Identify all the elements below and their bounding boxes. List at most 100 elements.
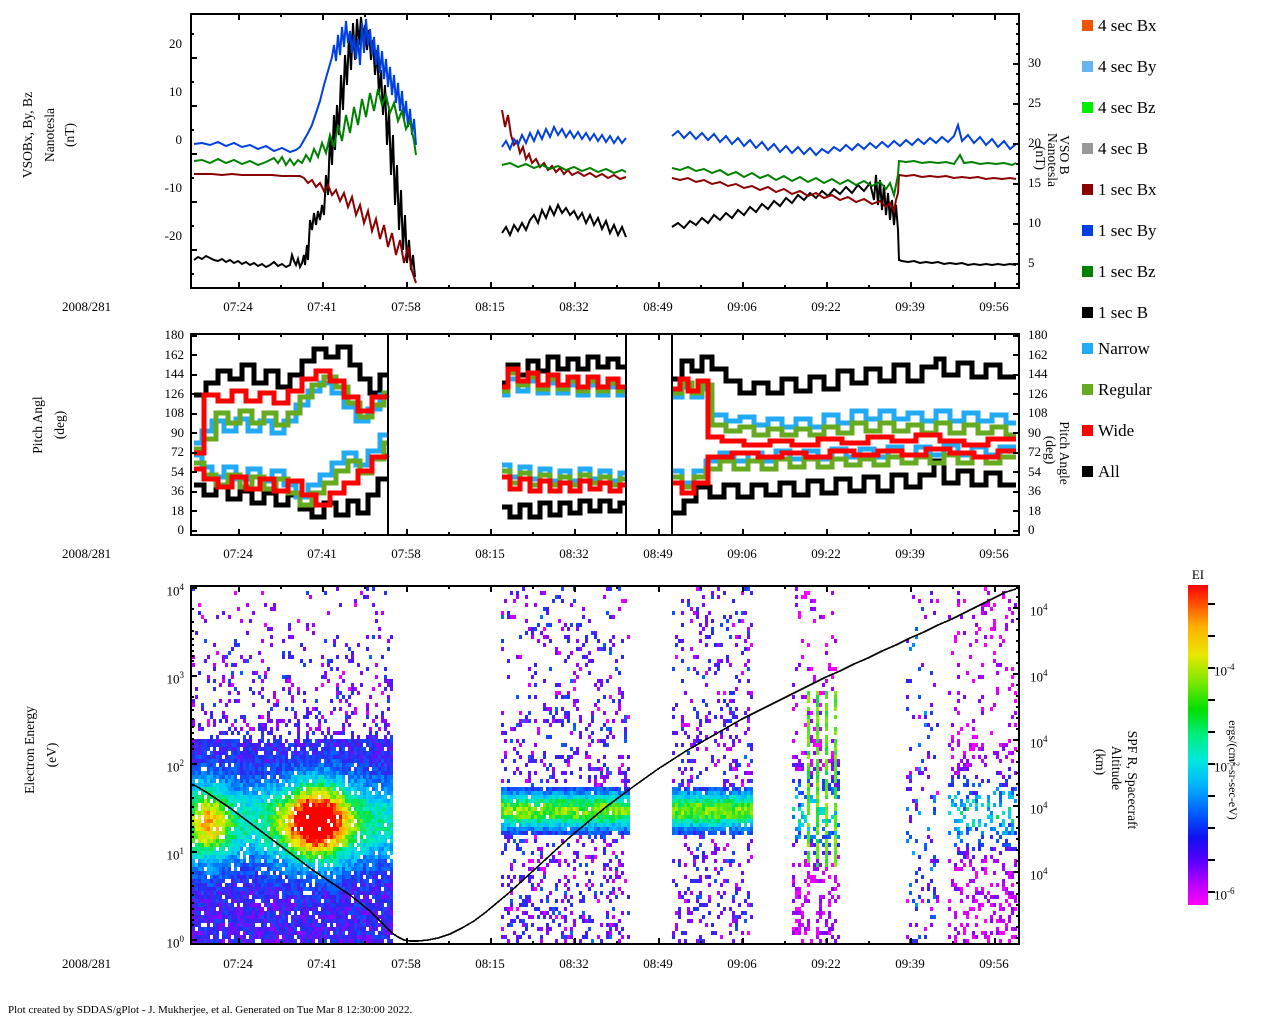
legend-label: 1 sec By (1098, 220, 1157, 240)
pitch-xtick-1: 07:41 (307, 546, 337, 561)
mag-rtick-15: 15 (1028, 175, 1041, 190)
pitch-xtick-7: 09:22 (811, 546, 841, 561)
legend-item-narrow[interactable]: Narrow (1082, 337, 1150, 359)
mag-xtick-6: 09:06 (727, 299, 757, 314)
spec-xtick-3: 08:15 (475, 956, 505, 971)
legend-swatch-icon (1082, 101, 1093, 113)
legend-label: All (1098, 461, 1120, 481)
magnetic-right-axis-units: (nT) (1033, 128, 1048, 188)
legend-item-1-sec-bx[interactable]: 1 sec Bx (1082, 178, 1157, 200)
mag-xtick-3: 08:15 (475, 299, 505, 314)
magnetic-field-traces (193, 16, 1017, 284)
mag-xtick-4: 08:32 (559, 299, 589, 314)
mag-xtick-0: 07:24 (223, 299, 253, 314)
legend-swatch-icon (1082, 342, 1093, 354)
mag-xtick-5: 08:49 (643, 299, 673, 314)
pitch-left-title-line1: Pitch Angl (30, 396, 45, 454)
mag-xtick-7: 09:22 (811, 299, 841, 314)
pitch-ytick-72: 72 (171, 444, 184, 459)
mag-right-title-line3: (nT) (1033, 146, 1048, 170)
pitch-rtick-18: 18 (1028, 503, 1041, 518)
legend-swatch-icon (1082, 383, 1093, 395)
legend-item-1-sec-by[interactable]: 1 sec By (1082, 219, 1157, 241)
legend-swatch-icon (1082, 224, 1093, 236)
spec-right-title-line3: (km) (1093, 748, 1108, 776)
spec-ytick-1e4-exp: 4 (179, 582, 185, 592)
spec-rtick-4: 104 (1030, 866, 1048, 883)
spec-ytick-1e1-exp: 1 (179, 846, 185, 856)
legend-item-regular[interactable]: Regular (1082, 378, 1152, 400)
spec-xtick-4: 08:32 (559, 956, 589, 971)
pitch-rtick-126: 126 (1028, 386, 1048, 401)
legend-label: Wide (1098, 420, 1135, 440)
legend-label: 1 sec B (1098, 302, 1149, 322)
pitch-axis-ticks (190, 333, 1020, 536)
mag-ytick-10: 10 (169, 84, 182, 99)
spec-ytick-1e2-exp: 2 (179, 758, 185, 768)
pitch-ytick-90: 90 (171, 425, 184, 440)
pitch-ytick-126: 126 (164, 386, 185, 401)
spec-xtick-5: 08:49 (643, 956, 673, 971)
spec-ytick-1e4: 104 (166, 582, 185, 599)
spectrogram-left-axis-title: Electron Energy (22, 660, 37, 840)
pitch-xtick-4: 08:32 (559, 546, 589, 561)
legend-item-4-sec-b[interactable]: 4 sec B (1082, 137, 1148, 159)
legend-item-all[interactable]: All (1082, 460, 1120, 482)
spec-date-label: 2008/281 (62, 956, 112, 971)
pitch-right-title-line1: Pitch Angle (1057, 421, 1072, 485)
mag-xtick-8: 09:39 (895, 299, 925, 314)
legend-item-4-sec-by[interactable]: 4 sec By (1082, 55, 1157, 77)
pitch-date-label: 2008/281 (62, 546, 112, 561)
mag-xtick-2: 07:58 (391, 299, 421, 314)
spec-xtick-1: 07:41 (307, 956, 337, 971)
pitch-left-axis-title: Pitch Angl (30, 360, 45, 490)
legend-item-1-sec-bz[interactable]: 1 sec Bz (1082, 260, 1156, 282)
legend-swatch-icon (1082, 60, 1093, 72)
mag-left-title-line2: Nanotesla (42, 108, 57, 162)
pitch-xtick-3: 08:15 (475, 546, 505, 561)
legend-label: 1 sec Bz (1098, 261, 1156, 281)
spec-ytick-1e0: 100 (166, 934, 185, 951)
spec-rtick-0: 104 (1030, 602, 1048, 619)
magnetic-plot-frame (190, 13, 1020, 289)
pitch-rtick-90: 90 (1028, 425, 1041, 440)
magnetic-left-axis (190, 13, 1020, 289)
legend-item-1-sec-b[interactable]: 1 sec B (1082, 301, 1148, 323)
spec-rtick-3: 104 (1030, 800, 1048, 817)
legend-swatch-icon (1082, 306, 1093, 318)
spec-xtick-6: 09:06 (727, 956, 757, 971)
legend-item-wide[interactable]: Wide (1082, 419, 1134, 441)
pitch-right-axis-title: Pitch Angle (1057, 398, 1072, 508)
mag-ytick-0: 0 (175, 132, 183, 147)
spec-left-title-line2: (eV) (44, 742, 59, 768)
pitch-rtick-108: 108 (1028, 405, 1048, 420)
mag-left-title-line1: VSOBx, By, Bz (20, 91, 35, 179)
spec-ytick-1e1: 101 (166, 846, 185, 863)
mag-ytick-20: 20 (169, 36, 182, 51)
pitch-ytick-162: 162 (164, 347, 185, 362)
pitch-ytick-36: 36 (171, 483, 184, 498)
spec-ytick-1e2: 102 (166, 758, 185, 775)
spectrogram-right-axis-title: SPF R, Spacecraft (1125, 690, 1140, 870)
magnetic-left-axis-units: (nT) (62, 90, 77, 180)
colorbar-tick-1e-4: 10-4 (1214, 662, 1235, 679)
pitch-xtick-6: 09:06 (727, 546, 757, 561)
spec-left-title-line1: Electron Energy (22, 706, 37, 794)
mag-left-title-line3: (nT) (62, 123, 77, 147)
spectrogram-right-axis-units: (km) (1093, 732, 1108, 792)
pitch-ytick-54: 54 (171, 464, 184, 479)
mag-rtick-30: 30 (1028, 55, 1041, 70)
pitch-ytick-180: 180 (164, 327, 185, 342)
pitch-right-axis-units: (deg) (1043, 420, 1058, 480)
pitch-xtick-5: 08:49 (643, 546, 673, 561)
legend-label: Narrow (1098, 338, 1150, 358)
legend-item-4-sec-bx[interactable]: 4 sec Bx (1082, 14, 1157, 36)
spec-xtick-8: 09:39 (895, 956, 925, 971)
legend-item-4-sec-bz[interactable]: 4 sec Bz (1082, 96, 1156, 118)
legend-swatch-icon (1082, 183, 1093, 195)
colorbar-tick-1e-5: 10-5 (1214, 758, 1235, 775)
legend-label: 1 sec Bx (1098, 179, 1157, 199)
pitch-xtick-8: 09:39 (895, 546, 925, 561)
legend-label: 4 sec Bx (1098, 15, 1157, 35)
spec-xtick-9: 09:56 (979, 956, 1009, 971)
